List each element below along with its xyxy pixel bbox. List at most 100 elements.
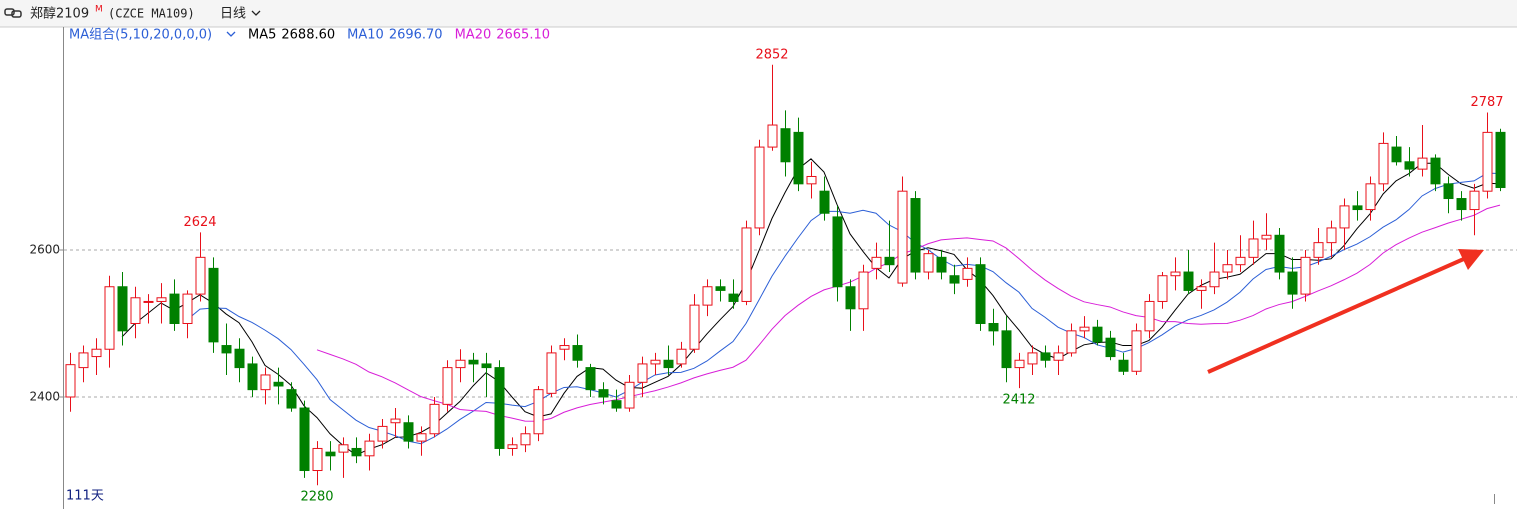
- candle-body: [1365, 183, 1376, 211]
- link-icon: [4, 8, 22, 18]
- candle-body: [1248, 238, 1259, 258]
- extreme-label: 2412: [1002, 393, 1035, 408]
- candle-body: [1300, 256, 1311, 295]
- candle-body: [1261, 234, 1272, 240]
- candle-body: [416, 433, 427, 442]
- candle-body: [845, 286, 856, 310]
- candle-body: [1027, 352, 1038, 365]
- candle-body: [949, 275, 960, 284]
- candle-body: [819, 190, 830, 214]
- candle-body: [728, 293, 739, 302]
- candle-body: [338, 444, 349, 453]
- candle-body: [1001, 330, 1012, 369]
- candle-body: [351, 447, 362, 457]
- candle-body: [1040, 352, 1051, 361]
- candle-body: [182, 293, 193, 324]
- candle-body: [78, 352, 89, 369]
- candle-body: [299, 407, 310, 472]
- candle-body: [884, 256, 895, 266]
- candle-body: [1326, 227, 1337, 244]
- candle-body: [1105, 337, 1116, 358]
- candle-body: [767, 124, 778, 148]
- candle-body: [923, 253, 934, 273]
- candle-body: [598, 389, 609, 398]
- candle-body: [858, 271, 869, 310]
- candle-body: [572, 345, 583, 361]
- candle-body: [1352, 205, 1363, 211]
- ma-value: 2696.70: [389, 28, 443, 43]
- candle-body: [364, 440, 375, 457]
- candle-body: [897, 190, 908, 284]
- candle-body: [455, 359, 466, 369]
- candle-body: [936, 256, 947, 273]
- candle-body: [1079, 326, 1090, 332]
- ma-value: 2665.10: [496, 28, 550, 43]
- candle-body: [1404, 161, 1415, 170]
- extreme-label: 2280: [300, 490, 333, 505]
- candle-body: [585, 367, 596, 391]
- candle-body: [1157, 275, 1168, 302]
- candle-body: [702, 286, 713, 306]
- y-tick-label: 2600: [29, 242, 60, 256]
- candle-body: [390, 418, 401, 424]
- period-chevron[interactable]: [251, 10, 261, 16]
- candle-body: [1170, 271, 1181, 277]
- candle-body: [962, 267, 973, 280]
- candle-body: [806, 175, 817, 185]
- candle-body: [1183, 271, 1194, 291]
- candle-body: [1313, 242, 1324, 258]
- toolbar: [0, 0, 1517, 27]
- candle-body: [1339, 205, 1350, 229]
- candle-body: [1144, 300, 1155, 332]
- candle-body: [533, 389, 544, 435]
- candle-body: [780, 128, 791, 163]
- candle-body: [1378, 142, 1389, 185]
- candle-body: [104, 286, 115, 350]
- candle-body: [910, 198, 921, 273]
- count-label: 111天: [66, 489, 104, 504]
- candle-body: [832, 216, 843, 288]
- candle-body: [1274, 234, 1285, 273]
- candle-body: [143, 300, 154, 303]
- candle-body: [793, 131, 804, 185]
- candle-body: [325, 451, 336, 457]
- candle-body: [1196, 286, 1207, 291]
- candle-body: [546, 352, 557, 394]
- candle-body: [429, 403, 440, 435]
- candle-body: [312, 447, 323, 472]
- candle-body: [1092, 326, 1103, 343]
- candle-body: [494, 367, 505, 449]
- candle-body: [988, 322, 999, 332]
- candle-body: [1456, 198, 1467, 211]
- candle-body: [1118, 359, 1129, 372]
- candle-body: [273, 381, 284, 387]
- candle-body: [559, 345, 570, 350]
- candle-body: [741, 227, 752, 302]
- ma-chevron[interactable]: [226, 31, 236, 37]
- candle-body: [1222, 264, 1233, 273]
- candle-body: [1014, 359, 1025, 369]
- ma-group[interactable]: MA组合(5,10,20,0,0,0): [69, 28, 212, 43]
- candle-body: [195, 256, 206, 295]
- candle-body: [520, 433, 531, 446]
- candle-body: [1235, 256, 1246, 266]
- candle-body: [650, 359, 661, 365]
- y-tick-label: 2400: [29, 390, 60, 404]
- ma-value: 2688.60: [281, 28, 335, 43]
- candle-body: [689, 304, 700, 350]
- candle-body: [1287, 271, 1298, 295]
- candle-body: [507, 444, 518, 449]
- candle-body: [1469, 190, 1480, 211]
- candle-body: [286, 389, 297, 409]
- ma-name: MA20: [455, 28, 492, 43]
- candle-body: [442, 367, 453, 405]
- candle-body: [715, 286, 726, 291]
- candle-body: [754, 146, 765, 229]
- period-selector[interactable]: 日线: [220, 7, 246, 22]
- candle-body: [1443, 183, 1454, 200]
- candle-body: [663, 359, 674, 369]
- candle-body: [468, 359, 479, 365]
